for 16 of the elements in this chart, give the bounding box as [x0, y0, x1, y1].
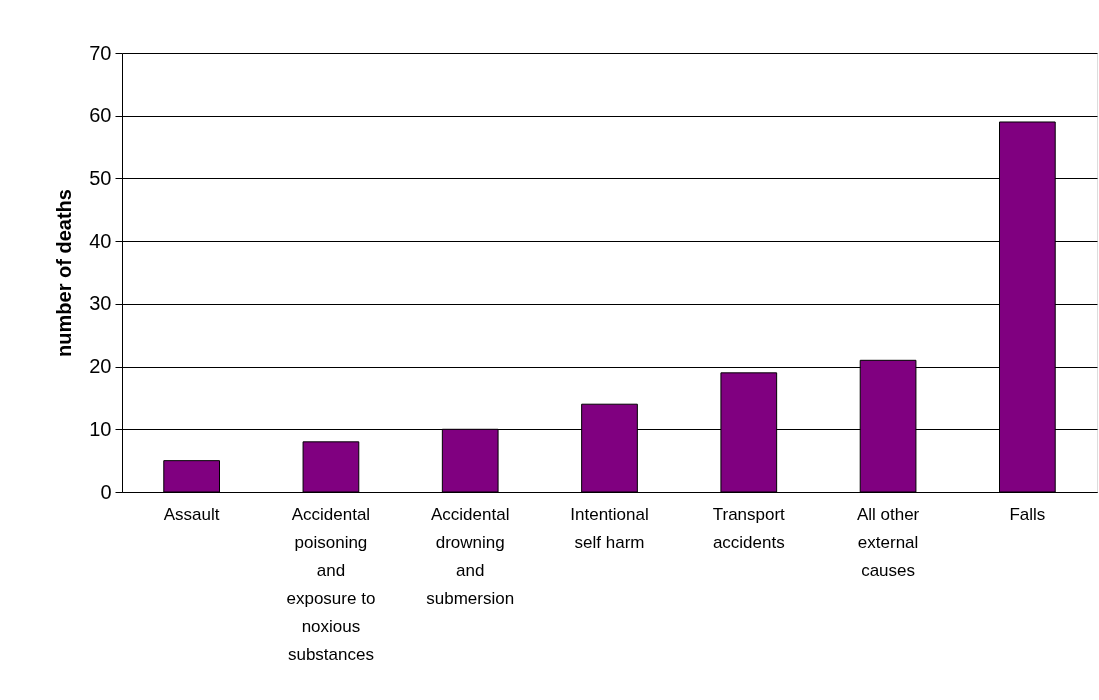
x-tick-label: Accidental poisoning and exposure to noxious substances — [286, 504, 376, 664]
x-tick-label: All other external causes — [856, 504, 920, 580]
y-tick-label: 60 — [89, 104, 112, 127]
x-tick-label: Intentional self harm — [570, 504, 649, 552]
x-tick-label: Assault — [163, 504, 220, 524]
y-tick-label: 0 — [100, 480, 112, 503]
y-tick-label: 30 — [89, 292, 112, 315]
x-tick-label: Accidental drowning and submersion — [426, 504, 515, 608]
x-tick-label: Falls — [1009, 504, 1046, 524]
x-tick-label: Transport accidents — [712, 504, 786, 552]
y-tick-label: 70 — [89, 41, 112, 64]
y-axis-title: number of deaths — [53, 189, 76, 357]
y-tick-label: 50 — [89, 166, 112, 189]
y-tick-label: 40 — [89, 229, 112, 252]
y-tick-label: 20 — [89, 355, 112, 378]
y-tick-label: 10 — [89, 417, 112, 440]
